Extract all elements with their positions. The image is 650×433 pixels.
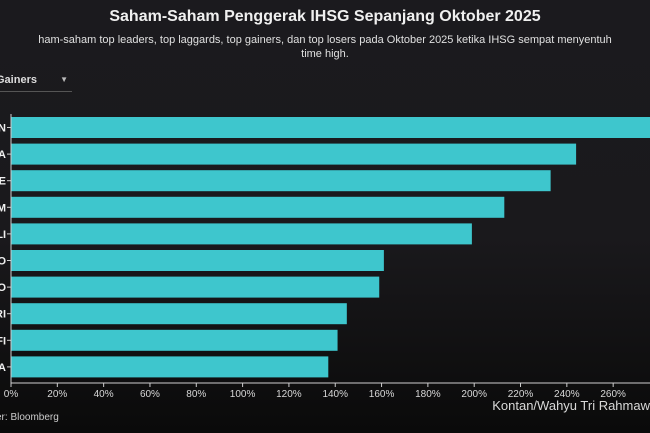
- chart-subtitle: ham-saham top leaders, top laggards, top…: [0, 33, 650, 61]
- x-tick-label: 0%: [4, 389, 19, 400]
- category-label: O: [0, 282, 6, 294]
- category-label: N: [0, 123, 6, 135]
- source-text: er: Bloomberg: [0, 412, 59, 423]
- category-label: A: [0, 362, 6, 374]
- subtitle-line-1: ham-saham top leaders, top laggards, top…: [38, 34, 612, 46]
- x-tick-label: 80%: [186, 389, 206, 400]
- bar: [11, 143, 577, 165]
- credit-text: Kontan/Wahyu Tri Rahmaw: [492, 398, 650, 413]
- bar: [11, 223, 472, 245]
- x-tick-label: 200%: [461, 389, 487, 400]
- x-tick-label: 160%: [369, 389, 395, 400]
- category-label: A: [0, 149, 6, 161]
- subtitle-line-2: time high.: [301, 48, 349, 60]
- chart-title: Saham-Saham Penggerak IHSG Sepanjang Okt…: [109, 8, 541, 25]
- bar: [11, 276, 380, 298]
- category-label: LI: [0, 229, 6, 241]
- x-tick-label: 60%: [140, 389, 160, 400]
- category-label: E: [0, 176, 6, 188]
- caret-down-icon: ▼: [60, 75, 68, 84]
- x-tick-label: 240%: [554, 389, 580, 400]
- x-tick-label: 100%: [230, 389, 256, 400]
- category-dropdown[interactable]: Gainers ▼: [0, 74, 72, 92]
- dropdown-selected: Gainers: [0, 74, 37, 86]
- x-tick-label: 180%: [415, 389, 441, 400]
- x-tick-label: 220%: [508, 389, 534, 400]
- bar: [11, 356, 329, 378]
- bar: [11, 303, 347, 325]
- x-tick-label: 260%: [600, 389, 626, 400]
- x-tick-label: 120%: [276, 389, 302, 400]
- category-label: O: [0, 256, 6, 268]
- bar: [11, 117, 650, 138]
- bar: [11, 170, 551, 192]
- x-tick-label: 40%: [94, 389, 114, 400]
- bar: [11, 329, 338, 351]
- category-label: RI: [0, 309, 6, 321]
- x-tick-label: 20%: [47, 389, 67, 400]
- category-label: FI: [0, 335, 6, 347]
- category-label: M: [0, 202, 6, 214]
- bar: [11, 196, 505, 218]
- bar: [11, 250, 384, 271]
- x-tick-label: 140%: [322, 389, 348, 400]
